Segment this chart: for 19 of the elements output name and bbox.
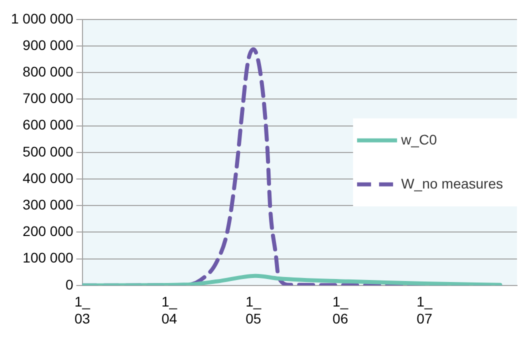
x-tick-label: 1_ 04 bbox=[161, 294, 178, 326]
y-tick-label: 700 000 bbox=[22, 90, 74, 106]
y-tick-label: 200 000 bbox=[22, 223, 74, 240]
x-tick-label: 1_ 03 bbox=[74, 294, 90, 326]
x-tick-label: 1_ 05 bbox=[246, 294, 262, 326]
y-tick-label: 500 000 bbox=[22, 143, 74, 160]
legend-label: W_no measures bbox=[401, 175, 504, 192]
x-tick-label: 1_ 06 bbox=[332, 294, 348, 326]
y-tick-label: 800 000 bbox=[22, 63, 74, 80]
legend-label: w_C0 bbox=[400, 131, 438, 148]
x-tick-label: 1_ 07 bbox=[416, 294, 432, 326]
y-tick-label: 300 000 bbox=[22, 196, 74, 212]
y-tick-label: 600 000 bbox=[22, 116, 74, 133]
y-tick-label: 100 000 bbox=[22, 250, 74, 266]
line-series bbox=[82, 274, 502, 286]
y-tick-label: 1 000 000 bbox=[10, 10, 74, 26]
y-tick-label: 400 000 bbox=[22, 170, 74, 186]
y-tick-label: 900 000 bbox=[22, 36, 74, 53]
y-tick-label: 0 bbox=[65, 276, 74, 292]
